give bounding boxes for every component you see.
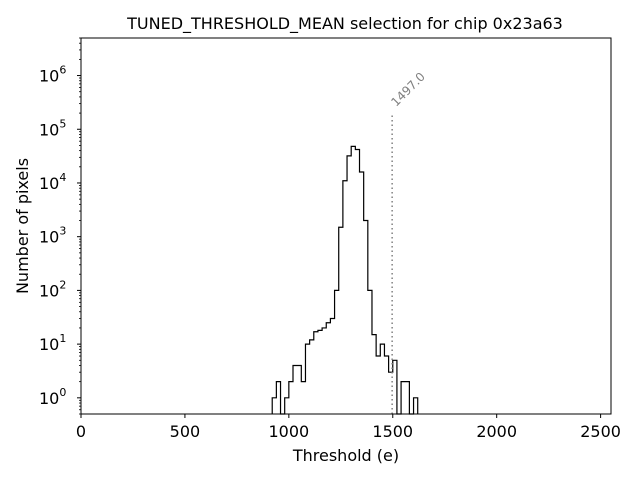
histogram-bin <box>314 332 318 414</box>
histogram-bin <box>372 335 376 414</box>
histogram-bin <box>289 382 293 414</box>
histogram-bin <box>405 382 409 414</box>
plot-frame <box>80 37 612 415</box>
histogram-bin <box>301 382 305 414</box>
x-tick-label: 2500 <box>580 422 621 441</box>
x-tick-label: 2000 <box>476 422 517 441</box>
histogram-bin <box>322 328 326 414</box>
histogram-bin <box>343 181 347 414</box>
histogram-bin <box>297 365 301 414</box>
histogram-bin <box>285 398 289 414</box>
x-tick-label: 500 <box>170 422 201 441</box>
chart-title: TUNED_THRESHOLD_MEAN selection for chip … <box>126 14 563 34</box>
histogram-bin <box>339 227 343 414</box>
histogram-bin <box>389 372 393 414</box>
x-tick-label: 0 <box>76 422 86 441</box>
y-axis-label: Number of pixels <box>13 158 32 294</box>
histogram-bin <box>330 318 334 414</box>
histogram-bin <box>376 356 380 414</box>
histogram-bin <box>355 150 359 415</box>
histogram-bin <box>293 365 297 414</box>
histogram-bin <box>318 330 322 414</box>
histogram-bin <box>326 323 330 414</box>
histogram-bin <box>310 340 314 414</box>
histogram-bin <box>360 172 364 414</box>
histogram-bin <box>380 344 384 414</box>
histogram-bin <box>384 356 388 414</box>
histogram-bin <box>351 146 355 414</box>
histogram-bin <box>272 398 276 414</box>
histogram-bin <box>276 382 280 414</box>
histogram-bin <box>347 156 351 414</box>
histogram-bin <box>364 221 368 414</box>
x-axis-label: Threshold (e) <box>292 446 399 465</box>
x-tick-label: 1000 <box>268 422 309 441</box>
histogram-bin <box>414 398 418 414</box>
histogram-outline <box>271 145 419 415</box>
x-tick-label: 1500 <box>372 422 413 441</box>
histogram-bin <box>393 360 397 414</box>
histogram-bin <box>335 290 339 414</box>
histogram-bin <box>368 290 372 414</box>
histogram-bin <box>401 382 405 414</box>
histogram-bin <box>305 344 309 414</box>
